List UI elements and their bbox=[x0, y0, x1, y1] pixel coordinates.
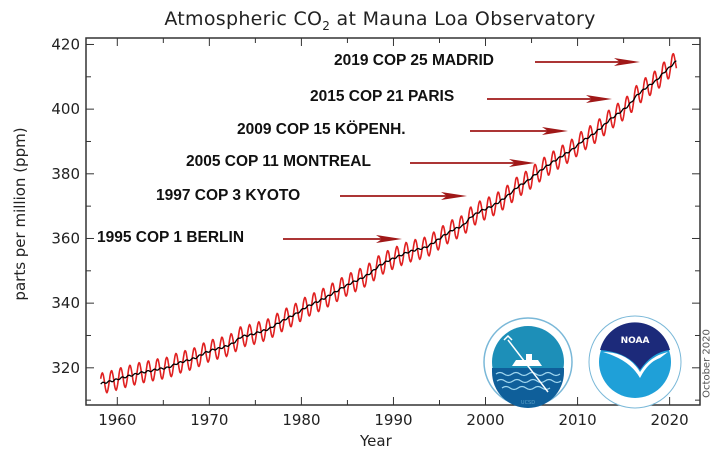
arrowhead-berlin bbox=[376, 235, 402, 243]
annotation-montreal: 2005 COP 11 MONTREAL bbox=[186, 153, 371, 170]
arrowhead-montreal bbox=[509, 159, 535, 167]
x-tick-label: 1960 bbox=[98, 411, 136, 429]
y-tick-label: 420 bbox=[51, 35, 80, 53]
date-note: October 2020 bbox=[701, 329, 713, 398]
scripps-logo: UCSD bbox=[483, 317, 573, 408]
logos: UCSD NOAA bbox=[483, 315, 682, 409]
series-trend-line bbox=[100, 60, 677, 385]
y-tick-label: 320 bbox=[51, 359, 80, 377]
arrowhead-paris bbox=[586, 95, 612, 103]
annotation-kyoto: 1997 COP 3 KYOTO bbox=[156, 187, 301, 204]
svg-text:UCSD: UCSD bbox=[521, 400, 535, 406]
annotation-berlin: 1995 COP 1 BERLIN bbox=[97, 229, 245, 246]
annotation-copenhagen: 2009 COP 15 KÖPENH. bbox=[237, 121, 406, 138]
axes: 1960 1970 1980 1990 2000 2010 2020 320 340 360 380… bbox=[51, 35, 701, 429]
x-axis-label: Year bbox=[360, 432, 392, 450]
x-tick-label: 2000 bbox=[466, 411, 504, 429]
arrowhead-copenhagen bbox=[542, 127, 568, 135]
x-tick-label: 1980 bbox=[282, 411, 320, 429]
x-tick-label: 1970 bbox=[190, 411, 228, 429]
arrowhead-madrid bbox=[614, 58, 640, 66]
x-tick-label: 2020 bbox=[651, 411, 689, 429]
svg-text:NOAA: NOAA bbox=[621, 336, 650, 346]
y-tick-label: 380 bbox=[51, 165, 80, 183]
annotation-paris: 2015 COP 21 PARIS bbox=[310, 88, 455, 105]
series bbox=[99, 52, 678, 394]
y-tick-label: 400 bbox=[51, 100, 80, 118]
x-tick-label: 1990 bbox=[374, 411, 412, 429]
y-axis-label: parts per million (ppm) bbox=[11, 127, 29, 301]
annotation-arrows bbox=[283, 58, 640, 243]
chart-title: Atmospheric CO2 at Mauna Loa Observatory bbox=[164, 8, 596, 33]
y-tick-label: 340 bbox=[51, 294, 80, 312]
x-tick-label: 2010 bbox=[558, 411, 596, 429]
noaa-logo: NOAA bbox=[588, 315, 682, 409]
annotation-madrid: 2019 COP 25 MADRID bbox=[334, 52, 494, 69]
y-tick-label: 360 bbox=[51, 229, 80, 247]
arrowhead-kyoto bbox=[441, 192, 467, 200]
